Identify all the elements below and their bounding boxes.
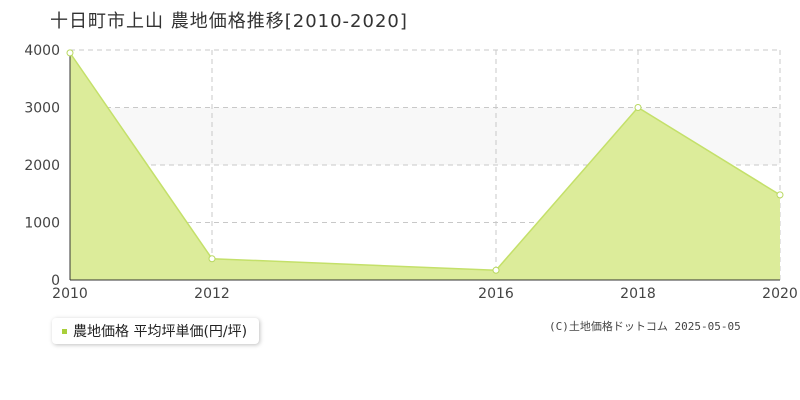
chart-title: 十日町市上山 農地価格推移[2010-2020] (50, 11, 408, 32)
x-tick-label: 2016 (478, 286, 514, 302)
y-tick-label: 2000 (24, 158, 60, 174)
x-tick-label: 2012 (194, 286, 230, 302)
data-point (208, 255, 216, 263)
legend: 農地価格 平均坪単価(円/坪) (52, 318, 260, 344)
data-point (634, 104, 642, 111)
x-tick-label: 2010 (52, 286, 88, 302)
y-tick-label: 3000 (24, 101, 60, 117)
y-tick-label: 1000 (24, 216, 60, 232)
legend-label: 農地価格 平均坪単価(円/坪) (73, 324, 248, 340)
data-point (66, 49, 74, 57)
legend-marker (62, 328, 67, 334)
data-point (492, 266, 500, 274)
series-area (70, 52, 780, 280)
y-tick-label: 4000 (24, 43, 60, 59)
x-tick-label: 2020 (762, 286, 798, 302)
data-point (776, 191, 784, 199)
y-tick-label: 0 (51, 273, 60, 289)
copyright-notice: (C)土地価格ドットコム 2025-05-05 (549, 320, 741, 333)
x-tick-label: 2018 (620, 286, 656, 302)
